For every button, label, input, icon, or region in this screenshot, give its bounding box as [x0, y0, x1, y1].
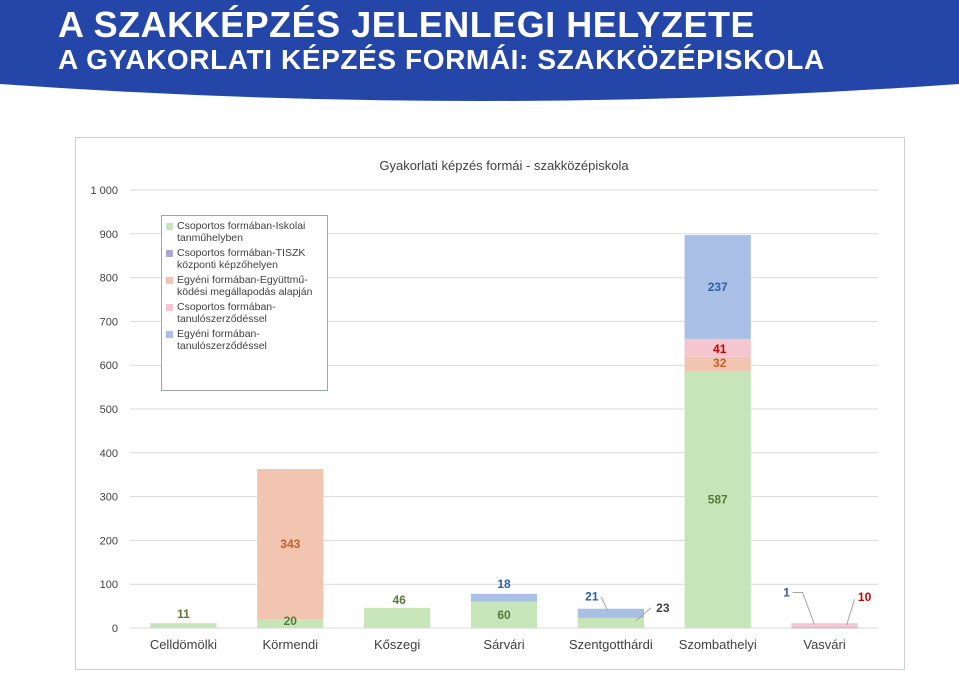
- bar-segment: [684, 370, 751, 628]
- y-tick-label: 600: [100, 360, 118, 372]
- legend-label: Egyéni formában-Együttmű- ködési megálla…: [177, 274, 313, 298]
- legend-item: Egyéni formában- tanulószerződéssel: [166, 328, 323, 352]
- y-tick-label: 1 000: [90, 185, 118, 197]
- y-tick-label: 300: [100, 492, 118, 504]
- bar-segment: [684, 338, 751, 357]
- banner-shape: [0, 0, 959, 101]
- legend-swatch: [166, 304, 173, 311]
- page-subtitle: A GYAKORLATI KÉPZÉS FORMÁI: SZAKKÖZÉPISK…: [58, 44, 825, 75]
- legend-swatch: [166, 250, 173, 257]
- leader-line: [792, 592, 816, 625]
- data-label: 21: [585, 590, 599, 604]
- bar-segment: [364, 607, 431, 628]
- data-label: 587: [708, 492, 728, 506]
- y-tick-label: 900: [100, 229, 118, 241]
- legend-label: Csoportos formában-TISZK központi képzőh…: [177, 247, 306, 271]
- legend-item: Csoportos formában- tanulószerződéssel: [166, 301, 323, 325]
- bar-segment: [470, 593, 538, 602]
- page-title: A SZAKKÉPZÉS JELENLEGI HELYZETE: [58, 4, 755, 45]
- data-label: 23: [656, 601, 670, 615]
- data-label: 11: [177, 607, 190, 621]
- leader-line: [635, 607, 652, 622]
- x-tick-label: Sárvári: [483, 637, 524, 652]
- y-tick-label: 800: [100, 273, 118, 285]
- title-banner: A SZAKKÉPZÉS JELENLEGI HELYZETE A GYAKOR…: [0, 0, 959, 110]
- legend-label: Csoportos formában- tanulószerződéssel: [177, 301, 276, 325]
- data-label: 10: [858, 590, 872, 604]
- bar-segment: [684, 356, 751, 371]
- legend-item: Csoportos formában-TISZK központi képzőh…: [166, 247, 323, 271]
- bar-segment: [257, 619, 324, 628]
- chart-legend: Csoportos formában-Iskolai tanműhelyben C…: [161, 215, 328, 391]
- chart-title: Gyakorlati képzés formái - szakközépisko…: [379, 158, 629, 173]
- legend-swatch: [166, 277, 173, 284]
- stacked-bar-chart: Gyakorlati képzés formái - szakközépisko…: [90, 158, 878, 652]
- legend-swatch: [166, 331, 173, 338]
- y-tick-label: 200: [100, 535, 118, 547]
- bar-segment: [684, 235, 751, 339]
- x-tick-label: Celldömölki: [150, 637, 217, 652]
- bar-segment: [791, 627, 858, 629]
- x-tick-label: Szentgotthárdi: [569, 637, 653, 652]
- data-label: 32: [713, 356, 727, 370]
- bar-segment: [577, 608, 644, 618]
- x-tick-label: Szombathelyi: [679, 637, 757, 652]
- bar-segment: [577, 617, 644, 628]
- legend-swatch: [166, 223, 173, 230]
- legend-label: Egyéni formában- tanulószerződéssel: [177, 328, 267, 352]
- y-tick-label: 0: [112, 623, 118, 635]
- y-tick-label: 100: [100, 579, 118, 591]
- data-label: 343: [280, 537, 300, 551]
- x-tick-label: Vasvári: [803, 637, 845, 652]
- y-tick-label: 700: [100, 316, 118, 328]
- legend-label: Csoportos formában-Iskolai tanműhelyben: [177, 220, 306, 244]
- x-tick-label: Kőszegi: [374, 637, 420, 652]
- data-label: 20: [284, 614, 298, 628]
- leader-line: [846, 599, 856, 626]
- data-label: 60: [497, 608, 511, 622]
- bar-segment: [791, 623, 858, 628]
- bar-segment: [150, 623, 217, 628]
- x-tick-label: Körmendi: [262, 637, 318, 652]
- data-label: 18: [497, 577, 511, 591]
- data-label: 237: [708, 280, 728, 294]
- data-label: 41: [713, 342, 727, 356]
- y-tick-label: 500: [100, 404, 118, 416]
- data-label: 46: [392, 593, 406, 607]
- bar-segment: [470, 601, 538, 628]
- bar-segment: [257, 469, 324, 620]
- data-label: 1: [783, 586, 790, 600]
- leader-line: [600, 596, 609, 611]
- legend-item: Csoportos formában-Iskolai tanműhelyben: [166, 220, 323, 244]
- y-tick-label: 400: [100, 448, 118, 460]
- legend-item: Egyéni formában-Együttmű- ködési megálla…: [166, 274, 323, 298]
